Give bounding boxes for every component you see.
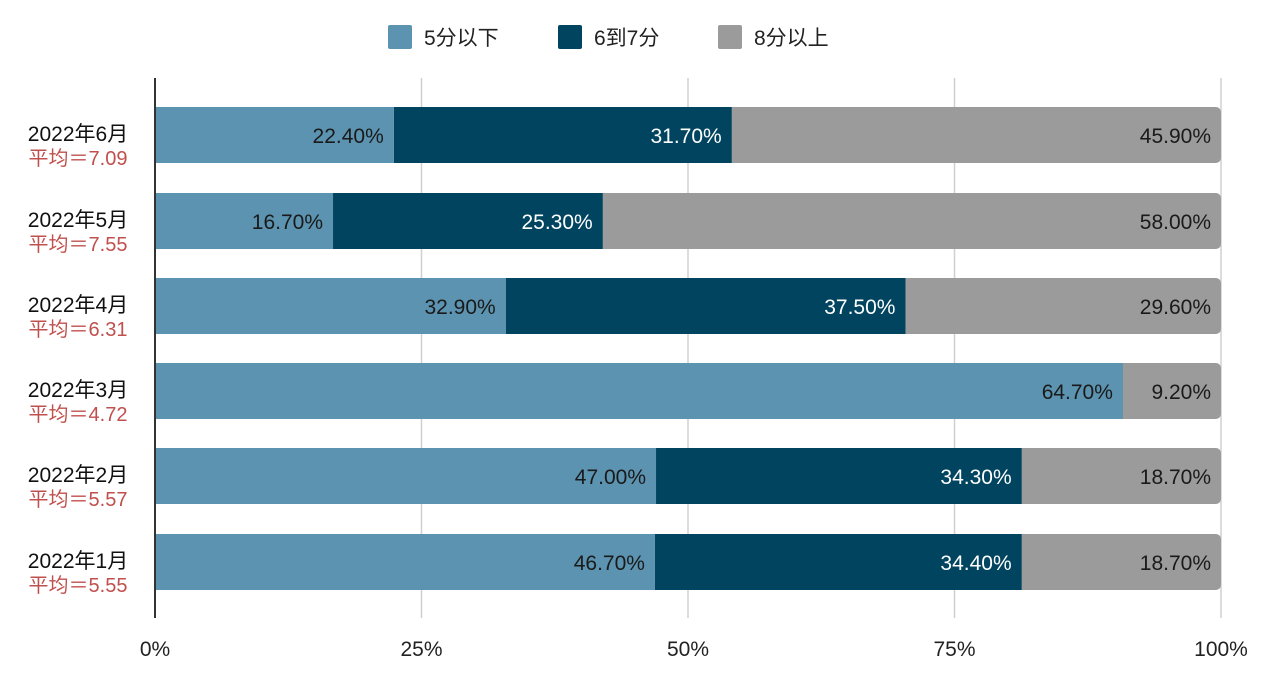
legend-swatch	[558, 25, 582, 49]
bar-segment-6-7min	[505, 278, 906, 334]
bar-segment-5min-under	[155, 534, 655, 590]
bar-segment-8min-plus	[899, 278, 1221, 334]
data-label: 31.70%	[650, 125, 721, 148]
bar-segment-5min-under	[155, 363, 1123, 419]
data-label: 37.50%	[824, 296, 895, 319]
category-label: 2022年2月	[28, 464, 128, 487]
bar-segment-6-7min	[656, 448, 1022, 504]
bar-segment-5min-under	[155, 193, 334, 249]
data-label: 18.70%	[1140, 466, 1211, 489]
average-label: 平均＝7.09	[29, 147, 128, 170]
legend-swatch	[388, 25, 412, 49]
data-label: 18.70%	[1140, 552, 1211, 575]
category-label: 2022年6月	[28, 123, 128, 146]
category-label: 2022年1月	[28, 550, 128, 573]
legend-swatch	[718, 25, 742, 49]
data-label: 64.70%	[1042, 381, 1113, 404]
x-tick-label: 25%	[400, 638, 442, 661]
bar-segment-8min-plus	[1015, 534, 1221, 590]
bar-segment-5min-under	[155, 448, 657, 504]
average-label: 平均＝5.55	[29, 574, 128, 597]
data-label: 9.20%	[1151, 381, 1211, 404]
data-label: 58.00%	[1140, 211, 1211, 234]
x-tick-label: 75%	[933, 638, 975, 661]
category-label: 2022年4月	[28, 294, 128, 317]
average-label: 平均＝6.31	[29, 318, 128, 341]
data-label: 34.40%	[940, 552, 1011, 575]
bar-segment-8min-plus	[725, 107, 1221, 163]
x-tick-label: 100%	[1194, 638, 1248, 661]
bar-segment-8min-plus	[1116, 363, 1221, 419]
data-label: 16.70%	[252, 211, 323, 234]
average-label: 平均＝5.57	[29, 488, 128, 511]
legend-label: 5分以下	[424, 27, 499, 50]
data-label: 22.40%	[313, 125, 384, 148]
legend-label: 6到7分	[594, 27, 659, 50]
data-label: 29.60%	[1140, 296, 1211, 319]
data-label: 32.90%	[424, 296, 495, 319]
average-label: 平均＝4.72	[29, 403, 128, 426]
data-label: 25.30%	[521, 211, 592, 234]
x-tick-label: 50%	[667, 638, 709, 661]
bar-segment-8min-plus	[1015, 448, 1221, 504]
category-label: 2022年5月	[28, 209, 128, 232]
bar-segment-8min-plus	[596, 193, 1221, 249]
bar-segment-5min-under	[155, 107, 394, 163]
data-label: 45.90%	[1140, 125, 1211, 148]
average-label: 平均＝7.55	[29, 233, 128, 256]
data-label: 34.30%	[940, 466, 1011, 489]
x-tick-label: 0%	[140, 638, 170, 661]
legend-label: 8分以上	[754, 27, 829, 50]
bar-segment-6-7min	[393, 107, 732, 163]
bar-segment-6-7min	[654, 534, 1022, 590]
bar-segment-5min-under	[155, 278, 506, 334]
bar-segment-6-7min	[333, 193, 603, 249]
data-label: 46.70%	[574, 552, 645, 575]
data-label: 47.00%	[575, 466, 646, 489]
category-label: 2022年3月	[28, 379, 128, 402]
